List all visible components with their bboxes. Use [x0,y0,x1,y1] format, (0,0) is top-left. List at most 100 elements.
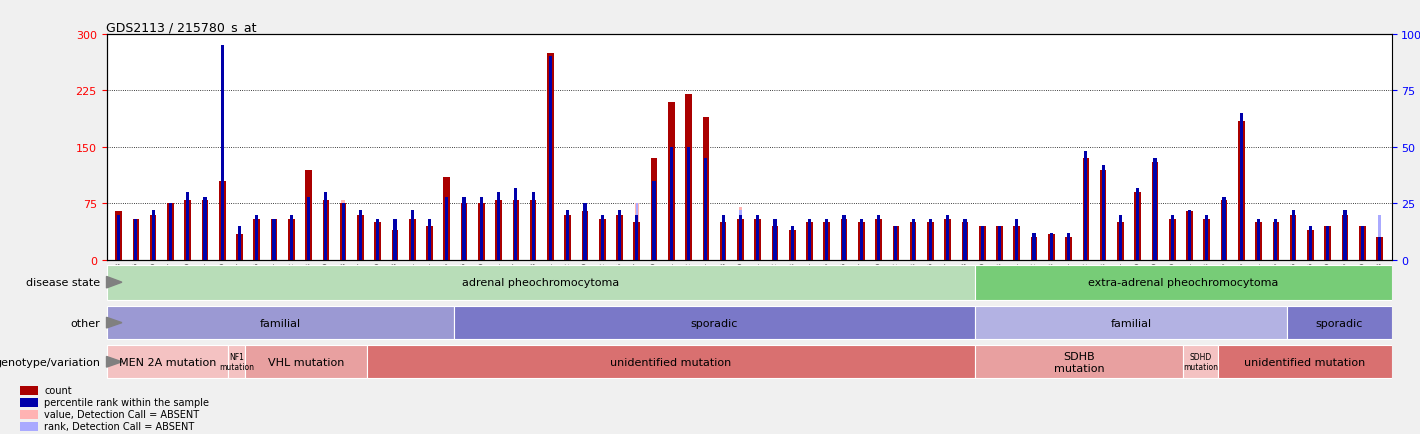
Bar [1082,159,1089,260]
Bar [564,215,571,260]
Bar [618,211,621,260]
Bar [1152,163,1159,260]
Bar [356,215,364,260]
Bar [1289,215,1296,260]
Bar [807,223,812,260]
Bar [322,200,329,260]
Bar [480,197,483,260]
Bar [1187,215,1191,260]
Bar [1274,220,1278,260]
Bar [1186,211,1193,260]
Polygon shape [106,277,122,288]
Bar [1118,223,1123,260]
Bar [1292,211,1295,260]
Bar [790,230,795,260]
Bar [1153,159,1156,260]
Bar [653,181,656,260]
Bar [754,219,761,260]
Text: sporadic: sporadic [1316,318,1363,328]
Text: genotype/variation: genotype/variation [0,357,99,367]
Bar [1272,223,1279,260]
Bar [1325,227,1331,260]
Bar [366,345,974,378]
Bar [636,204,638,260]
Bar [106,265,974,300]
Text: rank, Detection Call = ABSENT: rank, Detection Call = ABSENT [44,421,195,431]
Bar [288,219,294,260]
Bar [1014,227,1020,260]
Bar [497,193,500,260]
Bar [547,53,554,260]
Bar [667,102,674,260]
Bar [1238,121,1244,260]
Polygon shape [106,318,122,328]
Bar [910,223,916,260]
Bar [375,223,381,260]
Bar [393,230,396,260]
Bar [514,188,517,260]
Bar [410,211,413,260]
Bar [1049,233,1052,260]
Bar [686,95,692,260]
Text: familial: familial [1110,318,1152,328]
Bar [1342,215,1348,260]
Bar [824,223,831,260]
Bar [1135,193,1142,260]
Bar [997,227,1003,260]
Bar [168,204,173,260]
Bar [254,219,260,260]
Bar [246,345,366,378]
Bar [893,227,899,260]
Bar [1326,227,1329,260]
Bar [895,227,897,260]
Bar [106,306,454,339]
Bar [599,219,605,260]
Bar [1377,238,1382,260]
Bar [635,204,639,260]
Bar [1170,219,1174,260]
Bar [1102,166,1105,260]
Bar [912,220,914,260]
Bar [342,204,345,260]
Bar [998,227,1001,260]
Bar [202,200,209,260]
Bar [1100,170,1106,260]
Bar [1206,215,1208,260]
Polygon shape [106,357,122,367]
Bar [875,219,882,260]
Bar [1032,233,1035,260]
Bar [392,230,398,260]
Bar [1376,238,1383,260]
Bar [1085,152,1088,260]
Bar [1119,215,1122,260]
Bar [1221,200,1227,260]
Bar [239,227,241,260]
Bar [737,219,744,260]
Bar [324,200,328,260]
Bar [514,197,517,260]
Bar [290,215,293,260]
Bar [740,211,741,260]
Bar [550,57,552,260]
Text: SDHD
mutation: SDHD mutation [1183,352,1218,372]
Bar [443,178,450,260]
Bar [305,170,312,260]
Bar [974,306,1288,339]
Bar [825,220,828,260]
Bar [1257,220,1260,260]
Bar [650,159,657,260]
Text: sporadic: sporadic [690,318,738,328]
Bar [152,211,155,260]
Bar [307,197,310,260]
Bar [427,220,432,260]
Bar [974,345,1183,378]
Bar [271,219,277,260]
Text: GDS2113 / 215780_s_at: GDS2113 / 215780_s_at [106,20,257,33]
Text: SDHB
mutation: SDHB mutation [1054,351,1105,373]
Bar [1288,306,1392,339]
Bar [633,223,640,260]
Bar [584,204,586,260]
Bar [185,200,190,260]
Bar [1015,220,1018,260]
Bar [169,204,172,260]
